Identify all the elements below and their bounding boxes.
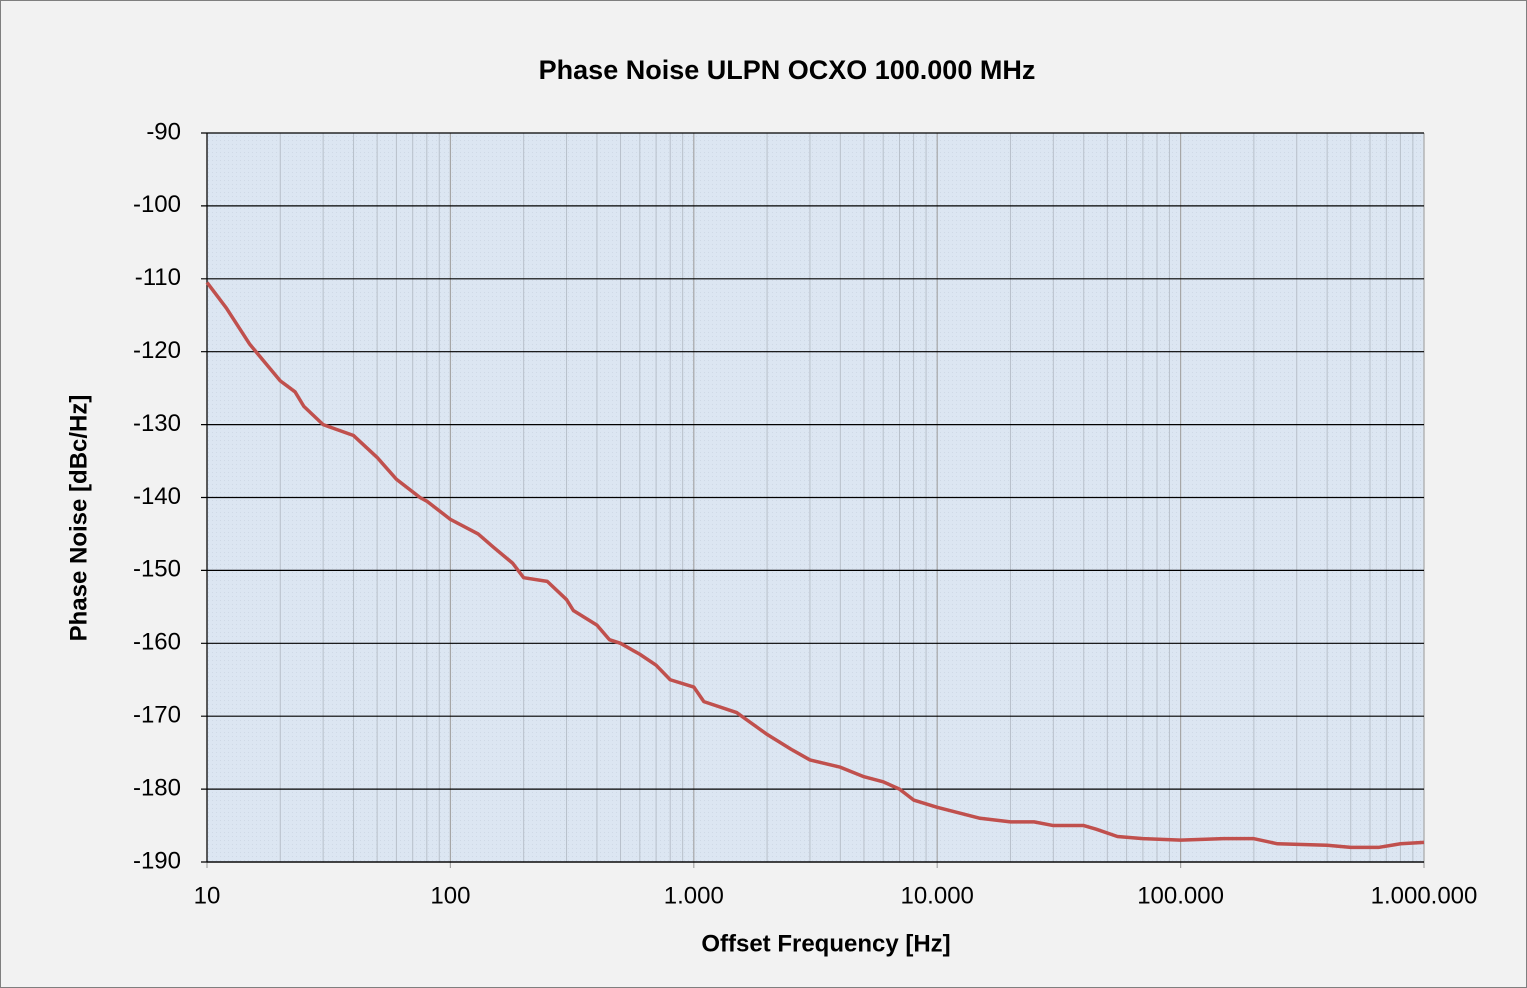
y-tick-label: -90 [146,118,181,145]
y-tick-label: -150 [133,556,181,583]
y-tick-label: -130 [133,410,181,437]
y-tick-label: -180 [133,774,181,801]
x-axis-label: Offset Frequency [Hz] [701,930,950,957]
y-tick-label: -110 [135,264,181,291]
y-tick-label: -140 [133,483,181,510]
y-tick-label: -100 [133,191,181,218]
x-tick-label: 100.000 [1137,882,1224,909]
y-axis-label: Phase Noise [dBc/Hz] [65,395,92,642]
y-tick-label: -190 [133,847,181,874]
x-tick-label: 100 [430,882,470,909]
chart-title: Phase Noise ULPN OCXO 100.000 MHz [539,55,1036,85]
x-tick-label: 1.000.000 [1371,882,1478,909]
y-tick-label: -120 [133,337,181,364]
y-tick-label: -160 [133,629,181,656]
x-tick-label: 1.000 [664,882,724,909]
data-line [205,281,1425,850]
y-tick-label: -170 [133,702,181,729]
x-tick-label: 10.000 [900,882,973,909]
x-tick-label: 10 [194,882,221,909]
